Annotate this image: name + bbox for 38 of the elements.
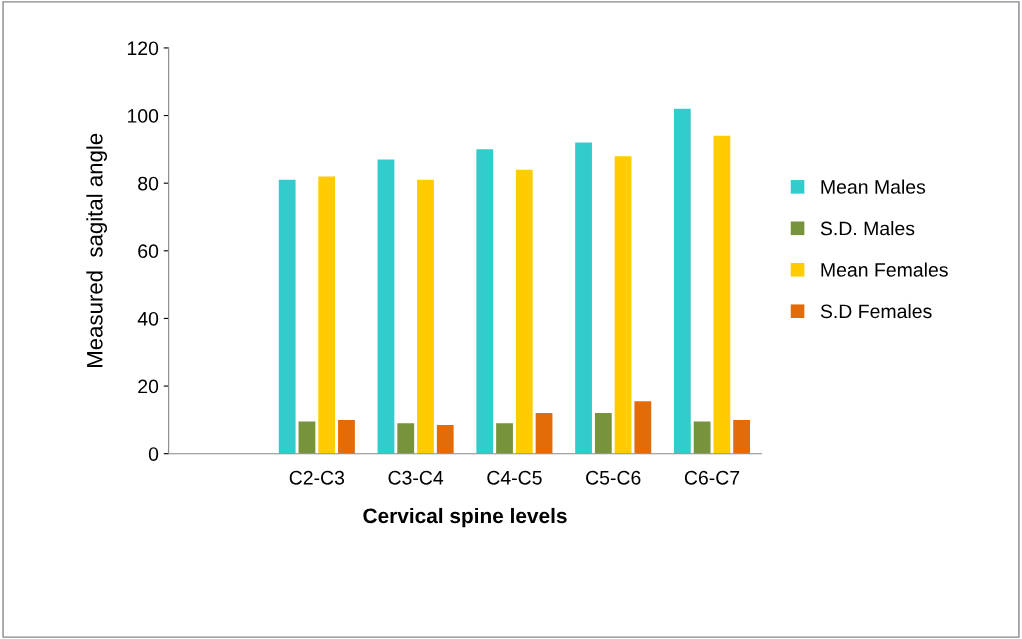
bar bbox=[733, 419, 751, 454]
bar bbox=[397, 423, 415, 454]
bar bbox=[515, 169, 533, 454]
bar bbox=[318, 176, 336, 454]
bar bbox=[713, 135, 731, 454]
legend-label: S.D. Males bbox=[820, 221, 915, 236]
legend-label: S.D Females bbox=[820, 303, 932, 319]
bar bbox=[575, 142, 592, 454]
bar bbox=[634, 401, 652, 454]
y-axis-title: Measured sagital angle bbox=[86, 133, 108, 367]
bar bbox=[496, 423, 513, 454]
x-tick-label: C2-C3 bbox=[289, 470, 345, 485]
bar bbox=[535, 413, 553, 454]
bar bbox=[377, 159, 395, 454]
legend-label: Mean Females bbox=[821, 262, 948, 277]
legend-label: Mean Males bbox=[821, 179, 926, 194]
y-tick-label: 20 bbox=[138, 379, 159, 394]
x-tick-label: C3-C4 bbox=[388, 470, 444, 485]
bar bbox=[673, 108, 691, 454]
x-tick-label: C5-C6 bbox=[586, 470, 641, 485]
bar bbox=[614, 156, 632, 454]
y-tick-label: 40 bbox=[137, 311, 159, 326]
bar bbox=[417, 179, 434, 454]
bar bbox=[298, 421, 316, 454]
bar bbox=[693, 421, 711, 454]
bar bbox=[338, 419, 355, 454]
bar bbox=[594, 413, 612, 454]
bar bbox=[436, 424, 454, 454]
x-tick-label: C4-C5 bbox=[487, 470, 542, 485]
x-tick-label: C6-C7 bbox=[684, 470, 740, 485]
y-tick-label: 100 bbox=[127, 109, 159, 123]
y-tick-label: 60 bbox=[138, 244, 159, 259]
x-axis-title: Cervical spine levels bbox=[363, 507, 567, 528]
y-tick-label: 80 bbox=[138, 176, 159, 191]
y-tick-label: 0 bbox=[148, 447, 159, 461]
bar bbox=[476, 149, 494, 454]
bar bbox=[278, 179, 296, 454]
y-tick-label: 120 bbox=[127, 41, 159, 56]
